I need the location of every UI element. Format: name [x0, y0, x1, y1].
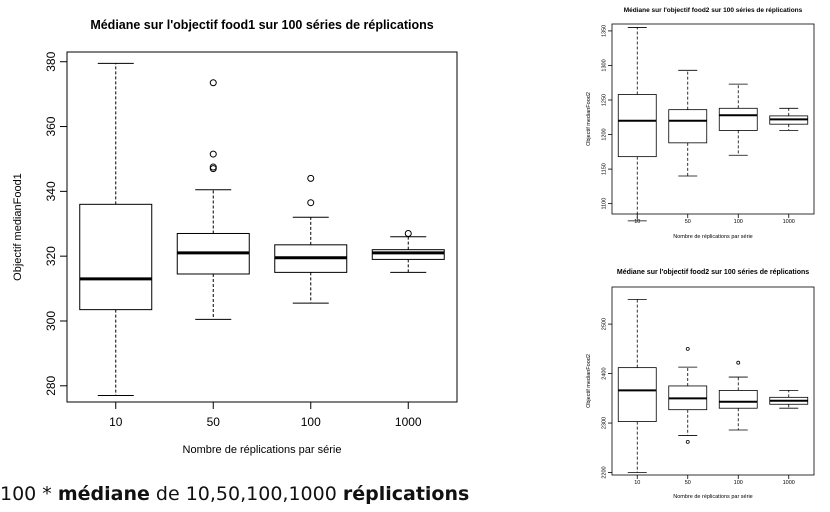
outlier-point — [209, 150, 217, 158]
outlier-point — [307, 174, 315, 182]
y-tick-label: 1100 — [601, 198, 607, 210]
box-100 — [274, 174, 348, 304]
caption-bold-median: médiane — [57, 483, 150, 505]
x-tick-label: 50 — [685, 480, 691, 486]
box-1000 — [371, 229, 445, 273]
y-tick-label: 1150 — [601, 163, 607, 175]
x-tick-label: 100 — [734, 219, 743, 225]
x-axis-label: Nombre de réplications par série — [183, 444, 342, 456]
y-tick-label: 1250 — [601, 94, 607, 106]
y-axis-label: Objectif medianFood1 — [12, 173, 24, 281]
x-axis-label: Nombre de réplications par série — [673, 234, 752, 240]
box-50 — [176, 79, 250, 320]
y-tick-label: 1350 — [601, 25, 607, 37]
interquartile-box — [718, 389, 758, 409]
x-tick-label: 10 — [634, 219, 640, 225]
x-tick-label: 1000 — [783, 480, 795, 486]
chart-title: Médiane sur l'objectif food1 sur 100 sér… — [90, 18, 433, 32]
y-axis-label: Objectif medianFood2 — [586, 92, 592, 146]
boxplot-chart-2: Médiane sur l'objectif food2 sur 100 sér… — [586, 7, 815, 240]
interquartile-box — [668, 109, 708, 144]
interquartile-box — [371, 249, 445, 260]
y-tick-label: 280 — [44, 375, 58, 395]
box-1000 — [769, 107, 809, 131]
y-tick-label: 1300 — [601, 59, 607, 71]
y-tick-label: 360 — [44, 116, 58, 136]
x-tick-label: 10 — [109, 415, 123, 429]
x-tick-label: 100 — [734, 480, 743, 486]
outlier-point — [685, 439, 690, 444]
chart-title: Médiane sur l'objectif food2 sur 100 sér… — [624, 7, 803, 14]
x-tick-label: 10 — [634, 480, 640, 486]
y-axis-label: Objectif medianFood2 — [586, 354, 592, 408]
caption-bold-replications: réplications — [342, 483, 470, 505]
box-10 — [79, 62, 153, 397]
plot-frame — [66, 51, 458, 403]
y-tick-label: 1200 — [601, 128, 607, 140]
box-100 — [718, 83, 758, 156]
box-50 — [668, 69, 708, 177]
outlier-point — [404, 229, 412, 237]
y-tick-label: 2300 — [601, 417, 607, 429]
outlier-point — [685, 346, 690, 351]
figure-caption: 100 * médiane de 10,50,100,1000 réplicat… — [0, 480, 600, 508]
caption-text-1: 100 * — [0, 483, 58, 505]
chart-title: Médiane sur l'objectif food2 sur 100 sér… — [617, 269, 809, 276]
interquartile-box — [718, 107, 758, 131]
y-tick-label: 300 — [44, 311, 58, 331]
plot-frame — [611, 286, 815, 476]
x-tick-label: 1000 — [395, 415, 422, 429]
box-100 — [718, 360, 758, 431]
y-tick-label: 2400 — [601, 367, 607, 379]
outlier-point — [209, 165, 217, 173]
box-10 — [617, 298, 657, 473]
box-1000 — [769, 389, 809, 409]
box-50 — [668, 346, 708, 444]
caption-text-2: de 10,50,100,1000 — [149, 483, 343, 505]
interquartile-box — [617, 94, 657, 158]
interquartile-box — [617, 367, 657, 422]
outlier-point — [209, 79, 217, 87]
boxplot-chart-3: Médiane sur l'objectif food2 sur 100 sér… — [586, 269, 815, 500]
boxplot-chart-1: Médiane sur l'objectif food1 sur 100 sér… — [12, 18, 458, 456]
box-10 — [617, 27, 657, 222]
x-tick-label: 50 — [685, 219, 691, 225]
x-tick-label: 100 — [301, 415, 321, 429]
outlier-point — [307, 199, 315, 207]
y-tick-label: 2500 — [601, 318, 607, 330]
x-axis-label: Nombre de réplications par série — [673, 494, 752, 500]
outlier-point — [736, 360, 741, 365]
y-tick-label: 340 — [44, 181, 58, 201]
plot-frame — [611, 23, 815, 215]
y-tick-label: 2200 — [601, 466, 607, 478]
y-tick-label: 320 — [44, 246, 58, 266]
y-tick-label: 380 — [44, 51, 58, 71]
x-tick-label: 50 — [207, 415, 221, 429]
interquartile-box — [79, 203, 153, 311]
x-tick-label: 1000 — [783, 219, 795, 225]
